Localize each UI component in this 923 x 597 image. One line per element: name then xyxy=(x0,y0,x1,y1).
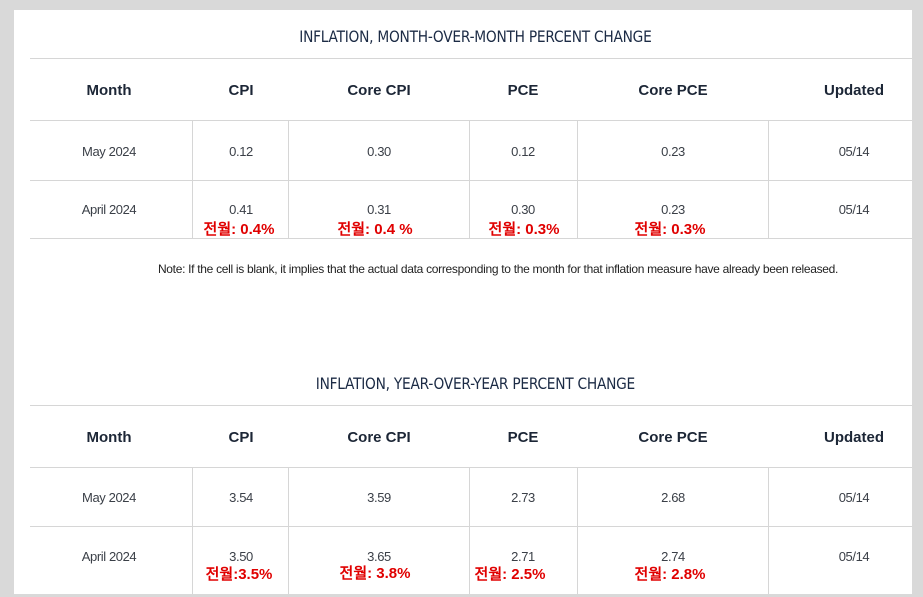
yoy-cpi-prev-annotation: 전월:3.5% xyxy=(205,566,273,583)
mom-row-divider xyxy=(30,180,912,181)
yoy-col-divider xyxy=(288,467,289,594)
yoy-col-divider xyxy=(469,467,470,594)
mom-core-cpi-prev-annotation: 전월: 0.4 % xyxy=(337,221,413,238)
yoy-header-cpi: CPI xyxy=(228,429,254,446)
yoy-row-divider xyxy=(30,526,912,527)
yoy-col-divider xyxy=(192,467,193,594)
mom-col-divider xyxy=(768,120,769,238)
yoy-row2-core-pce: 2.74 xyxy=(661,549,685,564)
mom-row1-updated: 05/14 xyxy=(838,144,870,159)
yoy-core-pce-prev-annotation: 전월: 2.8% xyxy=(634,566,706,583)
yoy-title: INFLATION, YEAR-OVER-YEAR PERCENT CHANGE xyxy=(315,374,636,393)
mom-cpi-prev-annotation: 전월: 0.4% xyxy=(203,221,275,238)
mom-row2-updated: 05/14 xyxy=(838,202,870,217)
mom-header-pce: PCE xyxy=(507,82,539,99)
mom-row1-pce: 0.12 xyxy=(511,144,535,159)
yoy-row2-updated: 05/14 xyxy=(838,549,870,564)
yoy-row1-updated: 05/14 xyxy=(838,490,870,505)
mom-core-pce-prev-annotation: 전월: 0.3% xyxy=(634,221,706,238)
yoy-header-core-cpi: Core CPI xyxy=(347,429,411,446)
mom-col-divider xyxy=(577,120,578,238)
mom-header-core-pce: Core PCE xyxy=(638,82,708,99)
mom-row1-month: May 2024 xyxy=(82,144,136,159)
mom-header-updated: Updated xyxy=(824,82,884,99)
yoy-core-cpi-prev-annotation: 전월: 3.8% xyxy=(339,565,411,582)
mom-col-divider xyxy=(469,120,470,238)
mom-title: INFLATION, MONTH-OVER-MONTH PERCENT CHAN… xyxy=(299,27,652,46)
yoy-header-pce: PCE xyxy=(507,429,539,446)
mom-header-cpi: CPI xyxy=(228,82,254,99)
mom-row2-pce: 0.30 xyxy=(511,202,535,217)
yoy-row1-month: May 2024 xyxy=(82,490,136,505)
yoy-col-divider xyxy=(768,467,769,594)
yoy-row1-cpi: 3.54 xyxy=(229,490,253,505)
mom-bottom-divider xyxy=(30,238,912,239)
yoy-pce-prev-annotation: 전월: 2.5% xyxy=(474,566,546,583)
yoy-row2-core-cpi: 3.65 xyxy=(367,549,391,564)
mom-col-divider xyxy=(192,120,193,238)
mom-row2-core-pce: 0.23 xyxy=(661,202,685,217)
yoy-col-divider xyxy=(577,467,578,594)
yoy-row2-cpi: 3.50 xyxy=(229,549,253,564)
mom-row1-core-pce: 0.23 xyxy=(661,144,685,159)
mom-pce-prev-annotation: 전월: 0.3% xyxy=(488,221,560,238)
yoy-row1-pce: 2.73 xyxy=(511,490,535,505)
yoy-title-divider xyxy=(30,405,912,406)
yoy-header-core-pce: Core PCE xyxy=(638,429,708,446)
mom-row2-core-cpi: 0.31 xyxy=(367,202,391,217)
mom-header-core-cpi: Core CPI xyxy=(347,82,411,99)
yoy-row2-pce: 2.71 xyxy=(511,549,535,564)
yoy-row2-month: April 2024 xyxy=(81,549,137,564)
screenshot-frame: INFLATION, MONTH-OVER-MONTH PERCENT CHAN… xyxy=(14,10,912,594)
mom-col-divider xyxy=(288,120,289,238)
yoy-header-divider xyxy=(30,467,912,468)
mom-header-month: Month xyxy=(86,82,132,99)
yoy-header-month: Month xyxy=(86,429,132,446)
mom-header-divider xyxy=(30,120,912,121)
yoy-header-updated: Updated xyxy=(824,429,884,446)
yoy-row1-core-pce: 2.68 xyxy=(661,490,685,505)
yoy-row1-core-cpi: 3.59 xyxy=(367,490,391,505)
mom-row1-cpi: 0.12 xyxy=(229,144,253,159)
mom-row2-month: April 2024 xyxy=(81,202,137,217)
mom-row2-cpi: 0.41 xyxy=(229,202,253,217)
blank-cell-footnote: Note: If the cell is blank, it implies t… xyxy=(157,262,839,276)
mom-title-divider xyxy=(30,58,912,59)
mom-row1-core-cpi: 0.30 xyxy=(367,144,391,159)
